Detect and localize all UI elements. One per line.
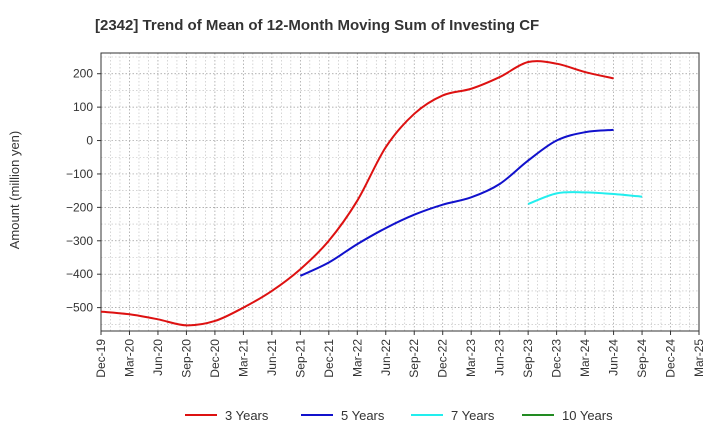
- y-tick-label: −300: [66, 234, 93, 248]
- x-tick-label: Sep-20: [179, 339, 193, 378]
- x-tick-label: Mar-24: [578, 339, 592, 377]
- x-tick-label: Jun-20: [151, 339, 165, 376]
- x-tick-label: Jun-21: [265, 339, 279, 376]
- x-tick-label: Dec-24: [664, 339, 678, 378]
- x-tick-label: Dec-19: [94, 339, 108, 378]
- x-tick-label: Mar-21: [236, 339, 250, 377]
- y-tick-label: −400: [66, 267, 93, 281]
- y-tick-label: 0: [86, 134, 93, 148]
- x-tick-label: Jun-22: [379, 339, 393, 376]
- y-axis-label: Amount (million yen): [7, 131, 22, 250]
- series-line-3-years: [100, 60, 614, 327]
- y-tick-label: 200: [73, 67, 93, 81]
- x-tick-label: Jun-24: [607, 339, 621, 376]
- x-tick-label: Dec-20: [208, 339, 222, 378]
- x-tick-label: Mar-23: [464, 339, 478, 377]
- x-tick-label: Dec-21: [322, 339, 336, 378]
- legend-label: 7 Years: [451, 408, 495, 423]
- x-tick-label: Dec-22: [436, 339, 450, 378]
- series-lines: [100, 60, 643, 327]
- x-tick-label: Sep-21: [293, 339, 307, 378]
- series-line-7-years: [527, 191, 643, 205]
- x-tick-label: Jun-23: [493, 339, 507, 376]
- legend-label: 5 Years: [341, 408, 385, 423]
- y-tick-label: −100: [66, 167, 93, 181]
- x-axis-ticks: Dec-19 Mar-20 Jun-20 Sep-20 Dec-20 Mar-21 Jun-…: [94, 331, 706, 378]
- y-axis-ticks: 200 100 0 −100 −200 −300 −400 −500: [66, 67, 101, 315]
- plot-area: [100, 52, 700, 332]
- x-tick-label: Mar-25: [692, 339, 706, 377]
- legend: 3 Years 5 Years 7 Years 10 Years: [185, 408, 613, 423]
- legend-label: 3 Years: [225, 408, 269, 423]
- y-tick-label: −500: [66, 301, 93, 315]
- x-tick-label: Sep-23: [521, 339, 535, 378]
- y-tick-label: 100: [73, 100, 93, 114]
- x-tick-label: Dec-23: [550, 339, 564, 378]
- grid: [100, 53, 700, 331]
- x-tick-label: Sep-24: [635, 339, 649, 378]
- x-tick-label: Sep-22: [407, 339, 421, 378]
- series-line-5-years: [299, 128, 614, 277]
- legend-label: 10 Years: [562, 408, 613, 423]
- x-tick-label: Mar-22: [350, 339, 364, 377]
- chart-title: [2342] Trend of Mean of 12-Month Moving …: [95, 17, 539, 34]
- x-tick-label: Mar-20: [122, 339, 136, 377]
- y-tick-label: −200: [66, 200, 93, 214]
